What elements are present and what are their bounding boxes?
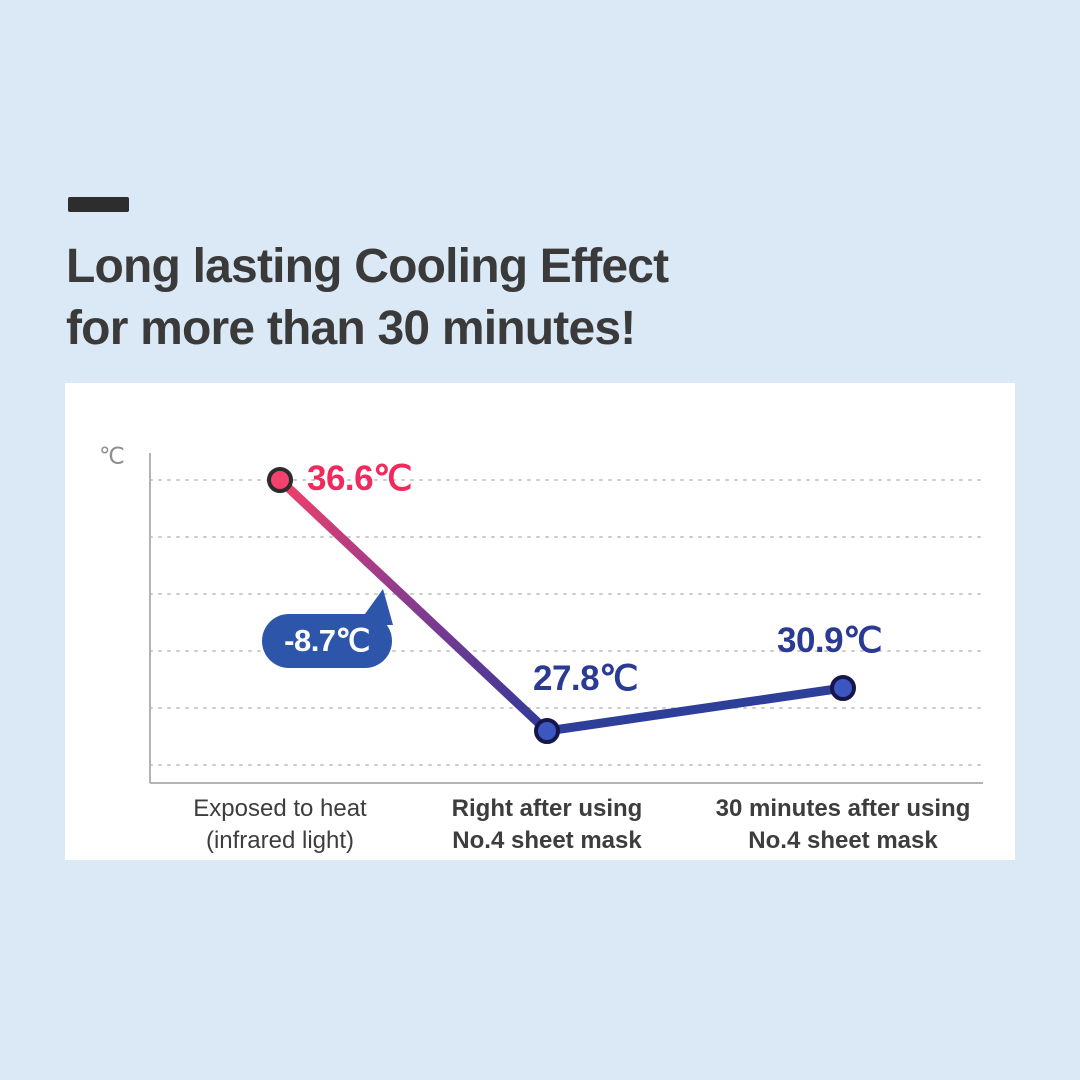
line-segment-hot-to-cool (275, 475, 552, 736)
y-axis-unit-label: ℃ (99, 443, 125, 469)
data-point-after-mask (534, 718, 560, 744)
title-line-2: for more than 30 minutes! (66, 302, 636, 355)
x-label-after-mask: Right after using No.4 sheet mask (452, 793, 643, 857)
x-label-heat-line1: Exposed to heat (193, 795, 367, 822)
value-label-heat: 36.6℃ (307, 459, 412, 498)
data-point-heat (267, 467, 293, 493)
x-label-heat: Exposed to heat (infrared light) (193, 793, 366, 857)
delta-callout-bubble: -8.7℃ (262, 614, 392, 668)
data-point-30-min (830, 675, 856, 701)
x-label-after-mask-line1: Right after using (451, 795, 643, 822)
chart-panel: ℃ 36.6℃ 27.8℃ 30.9℃ -8.7℃ Exposed to hea… (65, 383, 1015, 860)
delta-callout-label: -8.7℃ (284, 623, 370, 658)
x-label-heat-line2: (infrared light) (205, 827, 355, 854)
x-label-30-min-line1: 30 minutes after using (715, 795, 971, 822)
line-segment-cool (542, 683, 848, 736)
accent-dash (68, 197, 129, 212)
value-label-30-min: 30.9℃ (777, 621, 882, 660)
value-label-after-mask: 27.8℃ (533, 659, 638, 698)
x-label-after-mask-line2: No.4 sheet mask (452, 827, 642, 854)
x-label-30-min: 30 minutes after using No.4 sheet mask (716, 793, 971, 857)
temperature-line-chart (149, 453, 984, 784)
title-line-1: Long lasting Cooling Effect (66, 240, 669, 293)
page-title: Long lasting Cooling Effect for more tha… (66, 236, 669, 360)
x-label-30-min-line2: No.4 sheet mask (748, 827, 938, 854)
